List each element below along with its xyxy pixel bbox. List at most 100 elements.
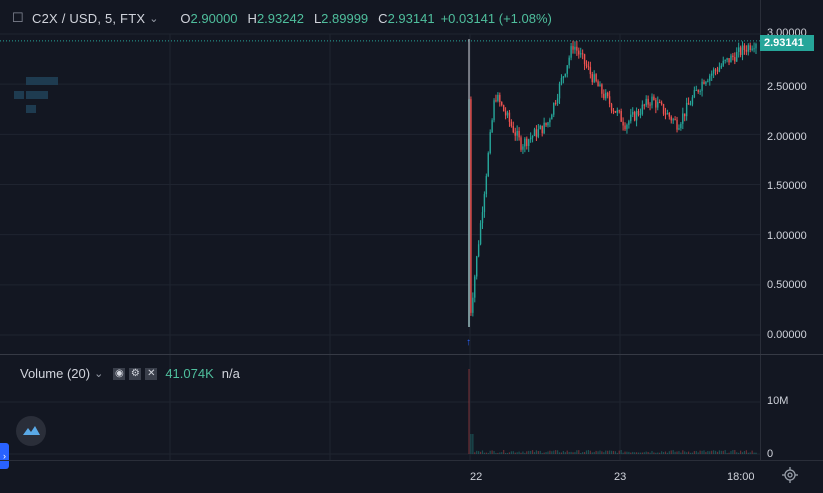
candle-body xyxy=(633,112,636,121)
volume-label[interactable]: Volume (20) xyxy=(20,366,91,381)
price-tick: 1.00000 xyxy=(767,230,807,242)
candle-body xyxy=(676,119,678,130)
volume-bar xyxy=(635,452,638,454)
candle-body xyxy=(716,70,719,72)
candle-body xyxy=(529,137,532,140)
volume-bar xyxy=(551,451,553,454)
chevron-down-icon[interactable]: ⌄ xyxy=(149,12,159,25)
price-axis[interactable]: 3.00000 2.50000 2.00000 1.50000 1.00000 … xyxy=(760,0,823,460)
volume-bar xyxy=(587,450,590,454)
candle-body xyxy=(749,45,751,50)
candle-body xyxy=(739,47,742,55)
volume-bar xyxy=(566,450,568,454)
eye-icon[interactable]: ◉ xyxy=(113,367,126,380)
volume-bar xyxy=(614,451,616,454)
logo-icon[interactable] xyxy=(16,416,46,446)
volume-bar xyxy=(713,450,715,454)
candle-body xyxy=(612,110,615,112)
expand-sidebar-button[interactable]: › xyxy=(0,443,9,469)
volume-bar xyxy=(624,451,626,454)
candle-body xyxy=(635,110,638,121)
ohlc-values: O2.90000 H2.93242 L2.89999 C2.93141 xyxy=(180,11,434,26)
candle-body xyxy=(680,123,682,129)
candle-body xyxy=(495,100,497,102)
volume-bar xyxy=(557,450,559,454)
candle-body xyxy=(745,50,748,52)
candle-body xyxy=(514,132,516,136)
low-value: 2.89999 xyxy=(321,10,369,26)
candle-body xyxy=(543,122,545,134)
candle-body xyxy=(531,135,534,138)
candle-body xyxy=(605,92,607,99)
candle-body xyxy=(709,75,711,81)
volume-bar xyxy=(649,452,651,454)
candle-body xyxy=(618,110,620,112)
volume-bar xyxy=(661,451,663,454)
chevron-down-icon[interactable]: ⌄ xyxy=(94,368,104,380)
volume-bar xyxy=(512,451,514,454)
volume-bar xyxy=(491,450,493,454)
candle-body xyxy=(632,112,634,115)
candle-body xyxy=(689,104,692,106)
volume-bar xyxy=(637,452,640,454)
volume-bar xyxy=(701,450,703,454)
volume-bar xyxy=(474,452,476,454)
volume-bar xyxy=(483,452,486,454)
candle-body xyxy=(499,94,501,103)
close-icon[interactable]: ✕ xyxy=(145,367,158,380)
candle-body xyxy=(639,114,642,116)
volume-bar xyxy=(576,450,578,454)
volume-bar xyxy=(589,450,591,454)
gear-icon[interactable]: ⚙ xyxy=(129,367,142,380)
time-label: 22 xyxy=(470,471,483,483)
candle-body xyxy=(516,130,518,136)
volume-bar xyxy=(705,451,707,454)
candle-body xyxy=(622,121,624,126)
volume-bar xyxy=(583,452,586,454)
candle-body xyxy=(549,119,551,123)
symbol-title[interactable]: C2X / USD, 5, FTX xyxy=(32,10,146,26)
volume-bar xyxy=(693,451,695,454)
candle-body xyxy=(606,92,609,97)
candle-body xyxy=(526,138,528,146)
candle-body xyxy=(710,73,713,76)
volume-bar xyxy=(470,434,472,454)
candle-body xyxy=(589,67,592,75)
volume-bar xyxy=(526,451,528,454)
volume-bar xyxy=(595,450,597,454)
candle-body xyxy=(601,84,603,94)
volume-bar xyxy=(522,451,524,454)
candle-body xyxy=(658,102,661,104)
volume-bar xyxy=(662,452,665,454)
volume-bar xyxy=(632,451,634,454)
volume-bar xyxy=(676,451,678,454)
candle-body xyxy=(672,119,674,121)
candle-body xyxy=(641,104,644,115)
candle-body xyxy=(645,98,647,106)
volume-bar xyxy=(533,452,536,454)
candle-body xyxy=(587,66,590,68)
volume-bar xyxy=(686,452,688,454)
volume-bar xyxy=(508,452,511,454)
candle-body xyxy=(674,119,676,121)
candle-body xyxy=(637,110,640,115)
volume-bar xyxy=(543,452,545,454)
volume-bar xyxy=(612,450,615,454)
volume-bar xyxy=(657,452,659,454)
volume-bar xyxy=(493,451,495,454)
volume-bar xyxy=(585,450,588,454)
settings-gear-icon[interactable] xyxy=(781,466,799,484)
volume-bar xyxy=(582,452,584,454)
close-value: 2.93141 xyxy=(387,10,435,26)
volume-bar xyxy=(580,452,582,454)
volume-bar xyxy=(553,450,555,454)
candle-body xyxy=(630,114,632,122)
pane-separator[interactable] xyxy=(0,354,823,355)
volume-legend: Volume (20) ⌄ ◉ ⚙ ✕ 41.074K n/a xyxy=(20,366,240,381)
time-axis[interactable]: 22 23 18:00 xyxy=(0,460,823,493)
volume-bar xyxy=(597,451,599,454)
collapse-arrow-icon[interactable]: ☐ xyxy=(12,10,24,25)
volume-bar xyxy=(732,450,734,454)
volume-bar xyxy=(618,450,620,454)
